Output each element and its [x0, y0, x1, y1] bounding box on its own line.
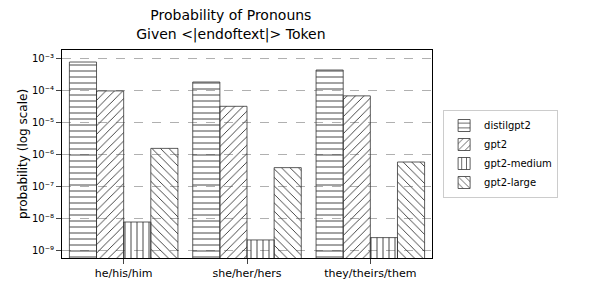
svg-text:10⁻⁷: 10⁻⁷: [32, 181, 54, 192]
svg-text:they/theirs/them: they/theirs/them: [324, 267, 416, 280]
svg-text:10⁻⁵: 10⁻⁵: [32, 117, 54, 128]
svg-text:probability (log scale): probability (log scale): [16, 89, 30, 219]
svg-text:gpt2: gpt2: [484, 139, 507, 150]
svg-text:10⁻⁹: 10⁻⁹: [32, 245, 54, 256]
svg-text:distilgpt2: distilgpt2: [484, 120, 531, 131]
svg-text:gpt2-large: gpt2-large: [484, 177, 536, 188]
svg-text:Probability of PronounsGiven <: Probability of PronounsGiven <|endoftext…: [136, 7, 325, 42]
svg-text:10⁻⁶: 10⁻⁶: [32, 149, 54, 160]
svg-text:she/her/hers: she/her/hers: [212, 267, 281, 280]
svg-text:gpt2-medium: gpt2-medium: [484, 158, 552, 169]
svg-text:10⁻⁸: 10⁻⁸: [32, 213, 54, 224]
svg-text:he/his/him: he/his/him: [95, 267, 153, 280]
svg-text:10⁻⁴: 10⁻⁴: [32, 85, 54, 96]
svg-text:10⁻³: 10⁻³: [32, 53, 54, 64]
